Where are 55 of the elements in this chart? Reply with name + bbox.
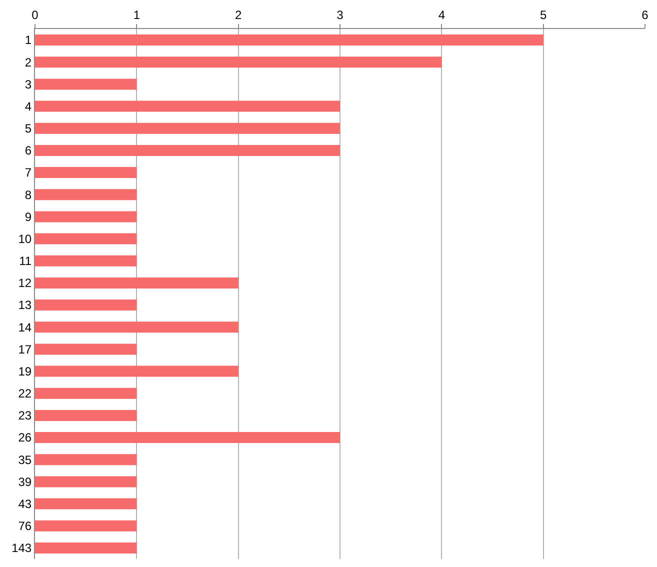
y-tick-label: 43 bbox=[18, 496, 32, 511]
y-tick-label: 22 bbox=[18, 386, 32, 401]
y-tick-label: 4 bbox=[24, 99, 32, 114]
y-tick-label: 8 bbox=[24, 188, 32, 202]
x-tick-label: 1 bbox=[133, 8, 140, 22]
bar bbox=[35, 78, 137, 90]
bar bbox=[35, 520, 137, 532]
bar bbox=[35, 432, 340, 444]
y-tick-label: 6 bbox=[24, 144, 32, 158]
y-tick-label: 5 bbox=[24, 122, 32, 136]
y-tick-label: 13 bbox=[18, 298, 32, 312]
y-tick-label: 39 bbox=[18, 474, 32, 489]
bar bbox=[35, 366, 238, 377]
y-tick-label: 1 bbox=[24, 33, 32, 48]
y-tick-label: 2 bbox=[24, 55, 32, 70]
y-tick-label: 14 bbox=[18, 320, 32, 334]
y-tick-label: 9 bbox=[24, 210, 32, 224]
bar bbox=[35, 542, 137, 554]
bar bbox=[35, 211, 137, 222]
bar bbox=[35, 255, 137, 266]
bar bbox=[35, 189, 137, 200]
bar bbox=[35, 277, 238, 288]
bar bbox=[35, 344, 137, 355]
bar bbox=[35, 167, 137, 178]
bar bbox=[35, 476, 137, 488]
bar bbox=[35, 388, 137, 399]
bar bbox=[35, 144, 340, 156]
y-tick-label: 10 bbox=[18, 232, 32, 246]
bar bbox=[35, 56, 442, 68]
y-tick-label: 26 bbox=[18, 430, 32, 445]
y-tick-label: 35 bbox=[18, 452, 32, 467]
bar bbox=[35, 498, 137, 510]
x-tick-label: 6 bbox=[642, 8, 649, 22]
x-tick-label: 3 bbox=[336, 8, 344, 22]
bar bbox=[35, 410, 137, 421]
x-tick-label: 0 bbox=[32, 8, 39, 22]
bar bbox=[35, 233, 137, 244]
y-tick-label: 12 bbox=[18, 276, 32, 290]
bar bbox=[35, 300, 137, 311]
x-tick-label: 5 bbox=[540, 8, 547, 22]
bar bbox=[35, 34, 544, 46]
bar bbox=[35, 454, 137, 466]
y-tick-label: 23 bbox=[18, 408, 32, 423]
y-tick-label: 3 bbox=[24, 77, 32, 92]
y-tick-label: 11 bbox=[19, 254, 32, 268]
x-tick-label: 4 bbox=[438, 8, 446, 22]
y-tick-label: 143 bbox=[12, 541, 32, 556]
y-tick-label: 19 bbox=[18, 364, 32, 378]
bar bbox=[35, 100, 340, 112]
bar bbox=[35, 322, 238, 333]
x-tick-label: 2 bbox=[234, 8, 242, 22]
y-tick-label: 76 bbox=[18, 519, 32, 534]
y-tick-label: 17 bbox=[18, 342, 32, 356]
bar bbox=[35, 122, 340, 134]
y-tick-label: 7 bbox=[24, 166, 32, 180]
